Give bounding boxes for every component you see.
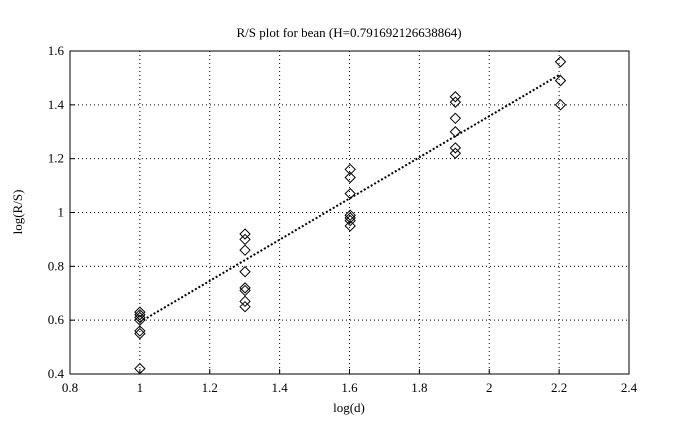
y-tick-label: 1.4 bbox=[48, 97, 65, 112]
data-point bbox=[239, 284, 251, 297]
x-tick-label: 1.6 bbox=[341, 380, 358, 395]
data-point bbox=[344, 209, 356, 221]
chart-title: R/S plot for bean (H=0.791692126638864) bbox=[236, 25, 461, 40]
data-point bbox=[134, 327, 146, 340]
data-point bbox=[239, 295, 251, 308]
data-point bbox=[449, 147, 462, 159]
x-tick-label: 1.2 bbox=[202, 380, 218, 395]
data-point bbox=[449, 91, 462, 103]
y-tick-label: 0.6 bbox=[48, 312, 65, 327]
x-tick-label: 1.8 bbox=[411, 380, 427, 395]
data-point bbox=[134, 362, 146, 375]
y-tick-label: 1.6 bbox=[48, 43, 65, 58]
fit-line bbox=[139, 73, 562, 323]
data-point bbox=[239, 233, 251, 246]
y-tick-label: 0.8 bbox=[48, 258, 64, 273]
data-point bbox=[449, 96, 462, 108]
data-point bbox=[554, 74, 567, 87]
data-point bbox=[239, 228, 251, 240]
y-tick-label: 0.4 bbox=[48, 366, 65, 381]
data-point bbox=[344, 163, 356, 176]
data-point bbox=[344, 214, 356, 227]
data-point bbox=[134, 309, 146, 321]
y-tick-label: 1.2 bbox=[48, 151, 64, 166]
data-point bbox=[344, 187, 356, 200]
data-point bbox=[449, 112, 462, 124]
data-point bbox=[554, 56, 567, 68]
data-point bbox=[239, 244, 251, 256]
x-tick-label: 2 bbox=[486, 380, 493, 395]
data-point bbox=[239, 282, 251, 294]
x-tick-label: 1 bbox=[137, 380, 144, 395]
x-tick-label: 1.4 bbox=[272, 380, 289, 395]
data-point bbox=[449, 142, 462, 154]
data-point bbox=[344, 171, 356, 184]
y-tick-label: 1 bbox=[58, 205, 65, 220]
x-axis-label: log(d) bbox=[333, 400, 365, 415]
data-point bbox=[134, 306, 146, 318]
x-tick-label: 0.8 bbox=[62, 380, 78, 395]
data-point bbox=[344, 212, 356, 224]
plot-frame bbox=[69, 50, 630, 375]
data-point bbox=[239, 266, 251, 278]
data-point bbox=[134, 311, 146, 324]
data-point bbox=[134, 314, 146, 326]
data-point bbox=[134, 325, 146, 337]
x-tick-label: 2.2 bbox=[551, 380, 567, 395]
data-point bbox=[344, 220, 356, 232]
x-tick-label: 2.4 bbox=[621, 380, 638, 395]
y-axis-label: log(R/S) bbox=[10, 190, 25, 235]
data-point bbox=[554, 99, 567, 111]
data-point bbox=[239, 301, 251, 313]
